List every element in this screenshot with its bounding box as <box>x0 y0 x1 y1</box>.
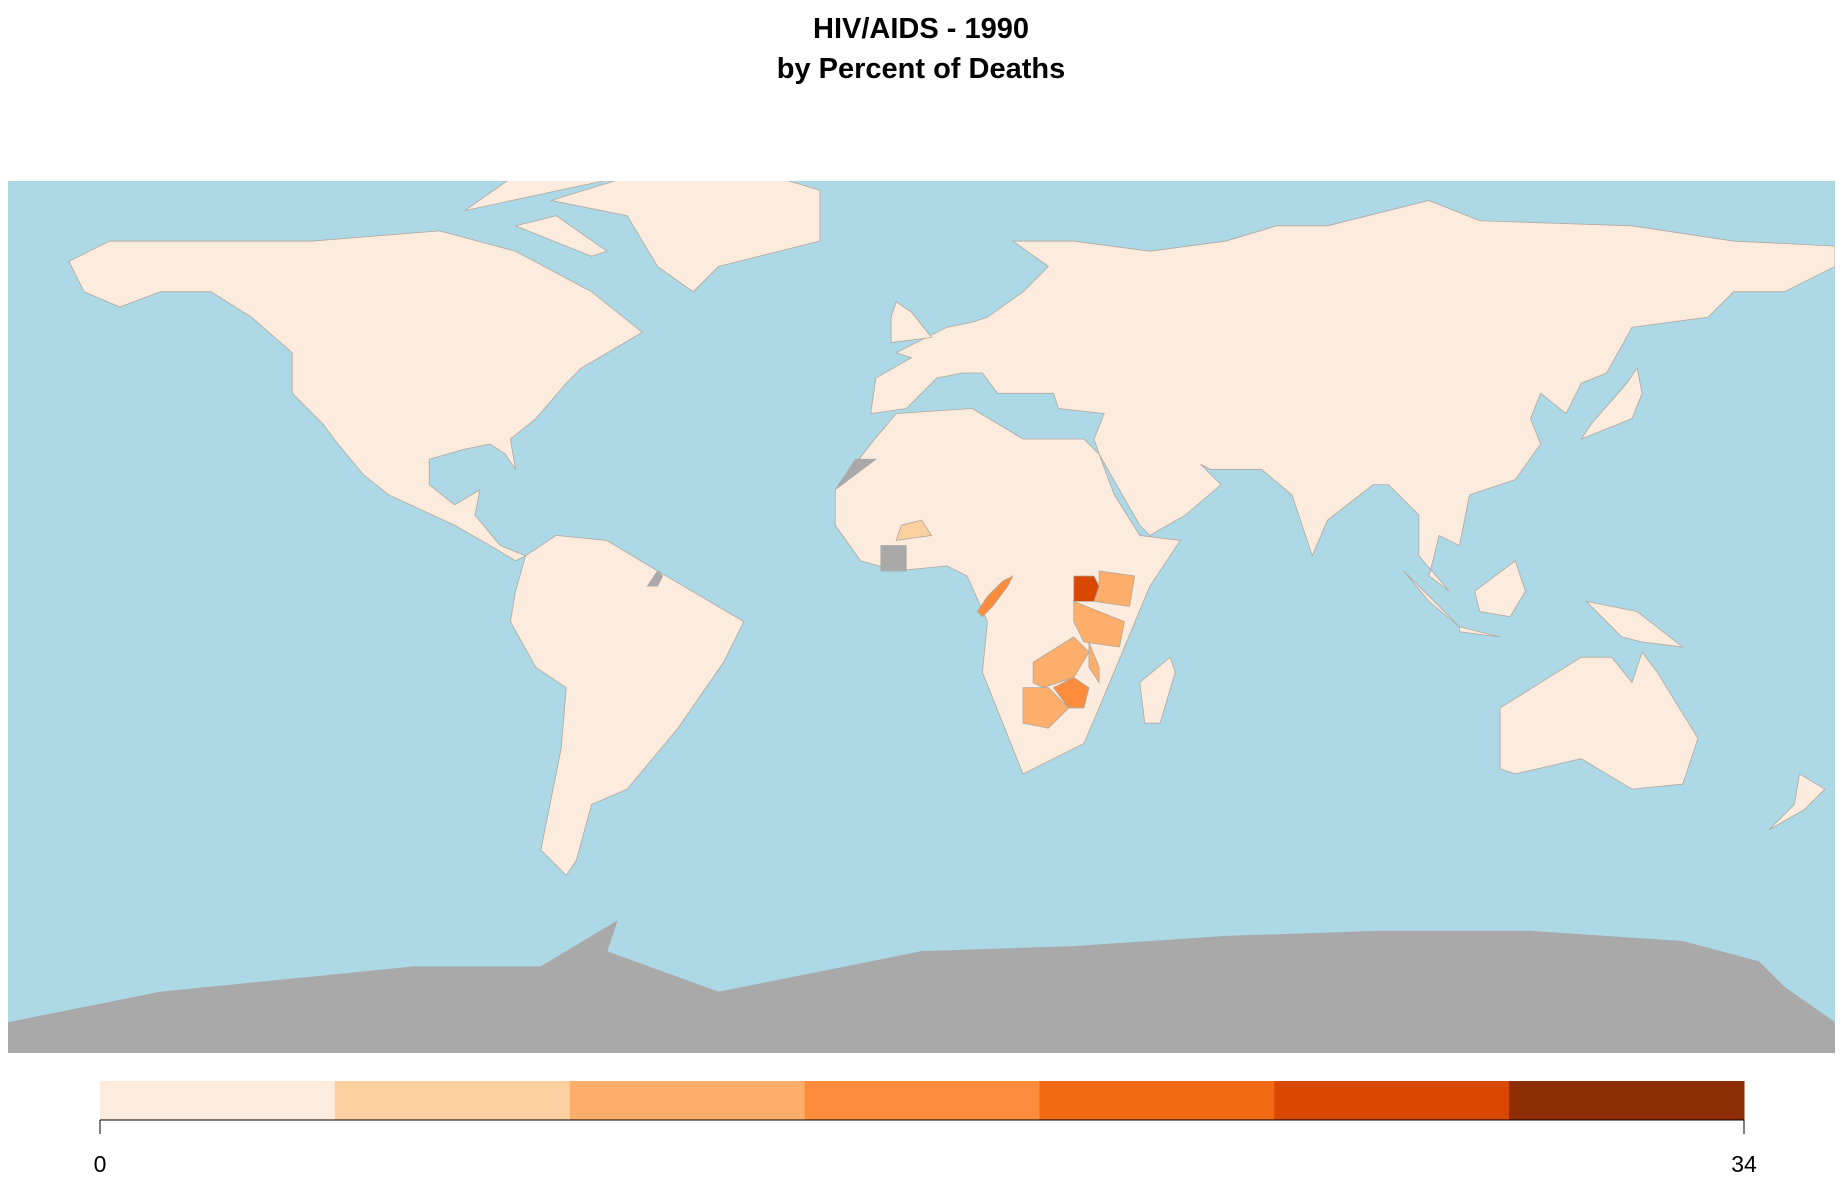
legend-label: 0 <box>94 1151 107 1177</box>
japan <box>1581 368 1642 439</box>
north-america <box>69 231 642 561</box>
map <box>8 181 1835 1053</box>
map-title: HIV/AIDS - 1990 <box>813 13 1029 45</box>
borneo <box>1475 561 1526 617</box>
kenya <box>1094 571 1135 607</box>
tanzania <box>1074 601 1125 647</box>
australia <box>1500 652 1698 789</box>
africa <box>835 409 1180 774</box>
zimbabwe <box>1053 678 1089 708</box>
java <box>1459 627 1500 637</box>
new-zealand <box>1769 774 1825 830</box>
legend-swatch <box>334 1081 571 1120</box>
sumatra <box>1404 571 1460 627</box>
legend-swatch <box>1274 1081 1510 1120</box>
britain <box>891 302 932 343</box>
legend-label: 34 <box>1731 1151 1757 1177</box>
new-guinea <box>1586 601 1682 647</box>
madagascar <box>1140 657 1176 723</box>
legend-swatch <box>569 1081 806 1120</box>
uganda <box>1074 576 1099 601</box>
botswana <box>1023 688 1069 729</box>
congo <box>977 576 1013 617</box>
greenland <box>551 181 820 292</box>
legend-swatch <box>1509 1081 1745 1120</box>
legend: 0 34 <box>94 1081 1757 1177</box>
ellesmere <box>465 181 607 211</box>
world <box>8 181 1835 1053</box>
malawi <box>1089 642 1099 683</box>
baffin <box>516 216 607 257</box>
ivory-coast <box>881 546 906 571</box>
eurasia <box>871 200 1835 591</box>
burkina-faso <box>896 520 932 540</box>
legend-swatch <box>1039 1081 1275 1120</box>
french-guiana <box>647 571 662 586</box>
antarctica <box>8 921 1835 1053</box>
legend-swatch <box>100 1081 336 1120</box>
western-sahara <box>835 459 876 489</box>
map-subtitle: by Percent of Deaths <box>777 53 1065 85</box>
legend-swatch <box>804 1081 1040 1120</box>
